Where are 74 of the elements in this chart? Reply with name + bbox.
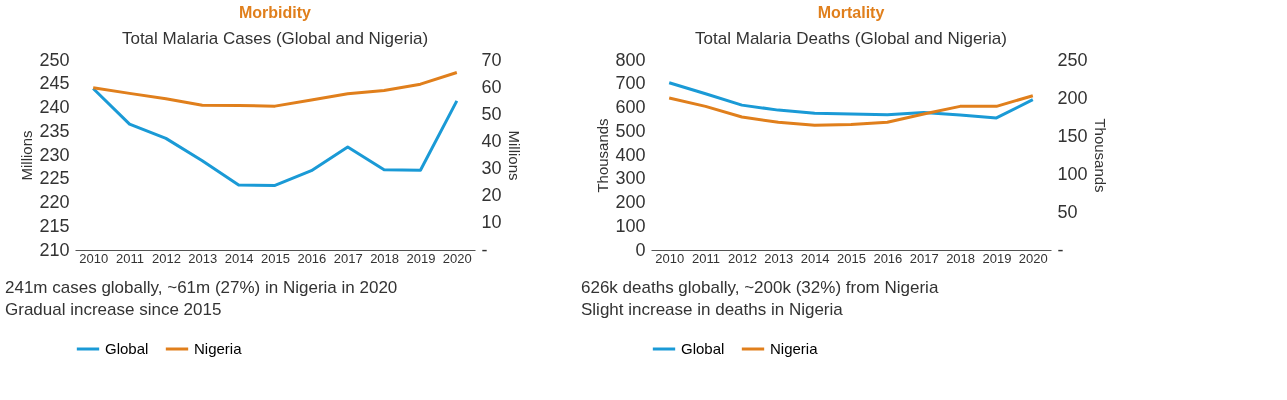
y2-axis-title: Thousands (1091, 118, 1109, 193)
y-tick-label: 215 (39, 215, 70, 236)
legend-label: Nigeria (770, 340, 819, 357)
y-tick-label: 500 (615, 120, 646, 141)
x-tick-label: 2016 (873, 250, 903, 266)
line-series (91, 70, 459, 108)
x-tick-label: 2020 (442, 250, 472, 266)
y2-tick-label: 10 (481, 212, 502, 233)
y2-axis-title: Millions (505, 130, 523, 181)
x-tick-label: 2012 (151, 250, 181, 266)
y2-tick-label: - (481, 239, 488, 260)
y-tick-label: 700 (615, 73, 646, 94)
y-tick-label: 245 (39, 73, 70, 94)
text: Slight increase in deaths in Nigeria (581, 300, 844, 319)
x-tick-label: 2019 (406, 250, 436, 266)
y-tick-label: 220 (39, 192, 70, 212)
text: 241m cases globally, ~61m (27%) in Nigeria in 2020 (5, 278, 398, 297)
y-axis-title: Millions (18, 130, 36, 181)
y2-tick-label: 70 (481, 49, 502, 70)
x-tick-label: 2012 (727, 250, 757, 266)
x-tick-label: 2011 (116, 250, 145, 266)
text: Gradual increase since 2015 (5, 300, 222, 319)
y2-tick-label: 60 (481, 76, 502, 97)
x-tick-label: 2014 (800, 250, 830, 266)
y2-tick-label: 250 (1057, 49, 1088, 70)
y-tick-label: 225 (39, 168, 70, 189)
chart-subtitle: Total Malaria Cases (Global and Nigeria) (121, 29, 429, 48)
x-tick-label: 2019 (982, 250, 1012, 266)
x-tick-label: 2017 (333, 250, 363, 266)
x-tick-label: 2015 (261, 250, 290, 266)
text: 626k deaths globally, ~200k (32%) from Nigeria (581, 278, 939, 297)
y2-tick-label: 150 (1057, 125, 1088, 146)
y-tick-label: 600 (615, 97, 646, 117)
legend-label: Global (105, 340, 149, 357)
y2-tick-label: 200 (1057, 87, 1088, 108)
x-tick-label: 2018 (946, 250, 976, 266)
legend-label: Global (681, 340, 725, 357)
y-tick-label: 100 (615, 215, 646, 236)
x-tick-label: 2013 (764, 250, 794, 266)
legend-label: Nigeria (194, 340, 243, 357)
y-tick-label: 400 (615, 144, 646, 165)
y2-tick-label: 50 (1057, 201, 1078, 222)
y-tick-label: 0 (635, 239, 646, 260)
line-series (91, 87, 459, 187)
chart-subtitle: Total Malaria Deaths (Global and Nigeria) (695, 29, 1007, 48)
line-series (667, 81, 1035, 120)
y2-tick-label: 20 (481, 185, 502, 206)
y-tick-label: 240 (39, 97, 70, 117)
y2-tick-label: 40 (481, 130, 502, 151)
y2-tick-label: 100 (1057, 163, 1088, 184)
y2-tick-label: 30 (481, 158, 502, 179)
x-tick-label: 2016 (297, 250, 327, 266)
x-tick-label: 2013 (188, 250, 218, 266)
x-tick-label: 2010 (79, 250, 109, 266)
x-tick-label: 2010 (655, 250, 685, 266)
x-tick-label: 2017 (909, 250, 939, 266)
y-tick-label: 300 (615, 168, 646, 189)
x-tick-label: 2018 (370, 250, 400, 266)
y2-tick-label: - (1057, 239, 1064, 260)
x-tick-label: 2020 (1018, 250, 1048, 266)
y-tick-label: 210 (39, 239, 70, 260)
y-axis-title: Thousands (594, 118, 612, 193)
y-tick-label: 200 (615, 192, 646, 212)
y-tick-label: 250 (39, 49, 70, 70)
y-tick-label: 800 (615, 49, 646, 70)
x-tick-label: 2011 (692, 250, 721, 266)
x-tick-label: 2015 (837, 250, 866, 266)
y-tick-label: 235 (39, 120, 70, 141)
chart-title: Mortality (817, 4, 885, 21)
line-series (667, 94, 1035, 127)
y2-tick-label: 50 (481, 103, 502, 124)
y-tick-label: 230 (39, 144, 70, 165)
chart-title: Morbidity (239, 4, 312, 21)
x-tick-label: 2014 (224, 250, 254, 266)
